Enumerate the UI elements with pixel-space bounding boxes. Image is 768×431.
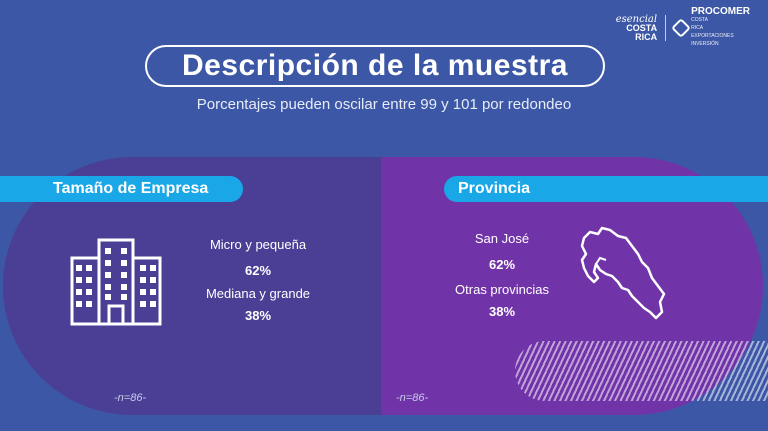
logo-divider (665, 15, 667, 41)
header-logos: esencial COSTA RICA PROCOMER COSTA RICA … (615, 6, 750, 48)
stat-value: 38% (244, 308, 272, 323)
esencial-script-text: esencial (615, 13, 658, 25)
page-title-pill: Descripción de la muestra (145, 45, 605, 87)
procomer-mark-icon (671, 18, 691, 38)
esencial-costa-rica-logo: esencial COSTA RICA (615, 13, 658, 42)
stat-value: 62% (244, 263, 272, 278)
procomer-name: PROCOMER (691, 6, 750, 17)
stat-label: Otras provincias (455, 282, 549, 297)
esencial-rica-text: RICA (635, 31, 658, 42)
sample-size-note-right: -n=86- (396, 392, 429, 404)
esencial-costa-text: COSTA (626, 22, 658, 33)
decorative-stripes (515, 341, 768, 401)
procomer-sub-rica: RICA (691, 25, 704, 31)
stat-micro-pequena: Micro y pequeña 62% (188, 237, 328, 279)
stat-san-jose: San José 62% (432, 231, 572, 273)
province-banner-label: Provincia (458, 180, 531, 197)
page-title: Descripción de la muestra (182, 49, 568, 82)
stat-value: 38% (488, 304, 516, 319)
stat-label: Micro y pequeña (209, 237, 307, 252)
stat-label: Mediana y grande (205, 286, 311, 301)
costa-rica-map-icon (580, 226, 666, 320)
company-size-banner-label: Tamaño de Empresa (53, 180, 209, 197)
building-icon (70, 238, 162, 326)
procomer-sub-costa: COSTA (691, 17, 708, 23)
company-size-banner: Tamaño de Empresa (0, 176, 243, 202)
stat-otras-provincias: Otras provincias 38% (426, 282, 578, 320)
procomer-sub-exportaciones: EXPORTACIONES (691, 33, 734, 39)
sample-size-note-left: -n=86- (114, 392, 147, 404)
procomer-sub-inversion: INVERSIÓN (691, 41, 719, 47)
page-subtitle: Porcentajes pueden oscilar entre 99 y 10… (196, 96, 572, 113)
stat-label: San José (474, 231, 530, 246)
province-banner: Provincia (444, 176, 768, 202)
procomer-logo: PROCOMER COSTA RICA EXPORTACIONES INVERS… (671, 6, 750, 48)
stat-value: 62% (488, 257, 516, 272)
stat-mediana-grande: Mediana y grande 38% (180, 286, 336, 324)
